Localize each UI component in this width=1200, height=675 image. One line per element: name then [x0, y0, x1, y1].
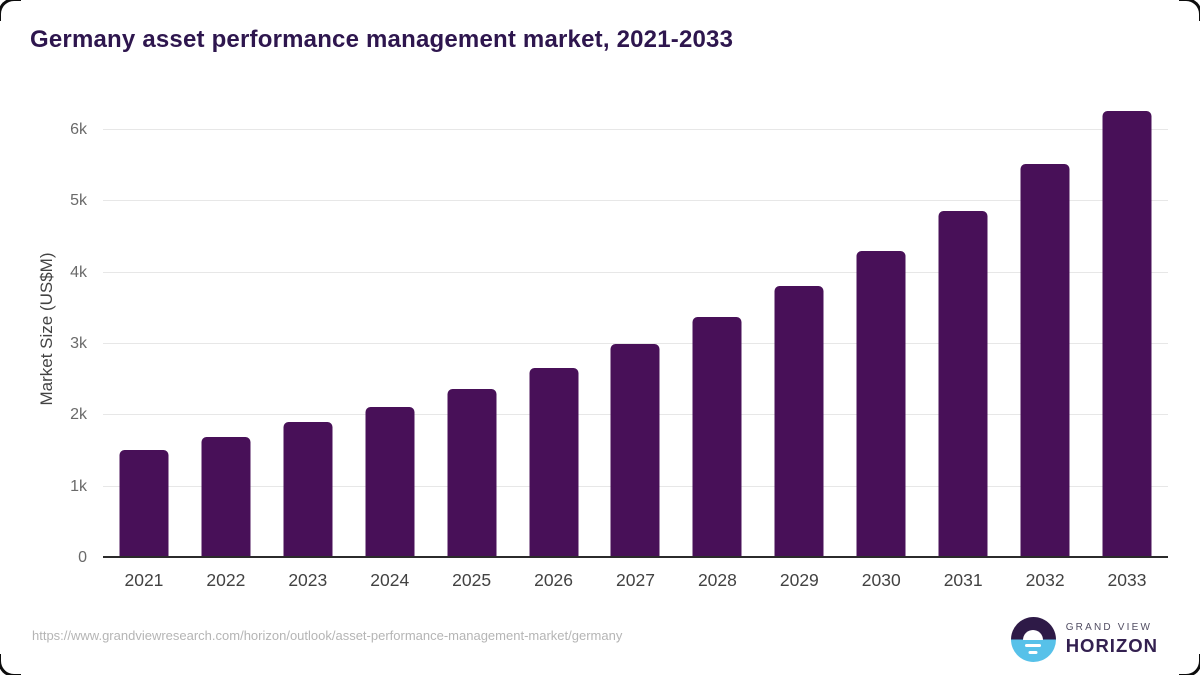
y-tick-label: 1k: [70, 477, 87, 495]
x-tick-label: 2023: [288, 570, 328, 590]
logo-brand-top: GRAND VIEW: [1065, 622, 1153, 634]
x-tick-label: 2030: [861, 570, 901, 590]
bar-slot: [1004, 100, 1086, 558]
bar-2027: [610, 343, 660, 558]
gridline: [103, 342, 1168, 344]
y-tick-label: 3k: [70, 334, 87, 352]
bar-slot: [922, 100, 1004, 558]
bar-slot: [676, 100, 758, 558]
bar-2031: [938, 210, 988, 558]
bar-slot: [840, 100, 922, 558]
frame-corner: [0, 654, 21, 675]
gridline: [103, 128, 1168, 130]
frame-corner: [1179, 654, 1200, 675]
x-tick-label: 2024: [370, 570, 410, 590]
x-tick-label: 2025: [452, 570, 492, 590]
bar-slot: [349, 100, 431, 558]
bar-2025: [447, 388, 497, 558]
bar-slot: [431, 100, 513, 558]
x-tick-label: 2026: [534, 570, 574, 590]
bar-2022: [201, 437, 251, 558]
x-tick-label: 2028: [697, 570, 737, 590]
x-tick-label: 2021: [124, 570, 164, 590]
bar-2032: [1020, 164, 1070, 558]
y-tick-label: 0: [78, 549, 87, 566]
y-axis-ticks: 0 1k 2k 3k 4k 5k 6k: [25, 100, 95, 566]
source-url: https://www.grandviewresearch.com/horizo…: [32, 628, 623, 643]
x-tick-label: 2033: [1107, 570, 1147, 590]
y-tick-label: 2k: [70, 406, 87, 424]
logo-brand-bottom: HORIZON: [1065, 635, 1158, 657]
bar-series: [103, 100, 1168, 558]
bar-slot: [1086, 100, 1168, 558]
gridline: [103, 200, 1168, 202]
frame-corner: [1179, 0, 1200, 21]
bar-slot: [513, 100, 595, 558]
horizon-sunrise-icon: [1010, 617, 1056, 662]
y-tick-label: 4k: [70, 263, 87, 281]
x-tick-label: 2031: [943, 570, 983, 590]
logo-wordmark: GRAND VIEW HORIZON: [1066, 623, 1158, 656]
y-tick-label: 5k: [70, 192, 87, 210]
bar-2024: [365, 407, 415, 558]
x-tick-label: 2029: [779, 570, 819, 590]
bar-2029: [774, 286, 824, 558]
horizon-line-icon: [1025, 643, 1042, 647]
bar-2021: [119, 449, 169, 558]
sun-icon: [1023, 629, 1044, 640]
x-tick-label: 2022: [206, 570, 246, 590]
frame-corner: [0, 0, 21, 21]
y-tick-label: 6k: [70, 120, 87, 138]
bar-2030: [856, 250, 906, 558]
bar-slot: [103, 100, 185, 558]
bar-slot: [185, 100, 267, 558]
bar-slot: [267, 100, 349, 558]
horizon-line-icon: [1028, 650, 1038, 654]
x-axis-line: [103, 556, 1168, 558]
chart-title: Germany asset performance management mar…: [30, 26, 734, 53]
grand-view-horizon-logo: GRAND VIEW HORIZON: [1010, 617, 1158, 662]
bar-2026: [529, 368, 579, 558]
bar-2023: [283, 422, 333, 558]
bar-slot: [758, 100, 840, 558]
plot-area: [103, 100, 1168, 558]
gridline: [103, 271, 1168, 273]
bar-2028: [692, 316, 742, 558]
bar-2033: [1102, 110, 1152, 558]
bar-slot: [595, 100, 677, 558]
x-axis-labels: 2021 2022 2023 2024 2025 2026 2027 2028 2029 2030…: [103, 570, 1168, 591]
x-tick-label: 2032: [1025, 570, 1065, 590]
x-tick-label: 2027: [616, 570, 655, 590]
